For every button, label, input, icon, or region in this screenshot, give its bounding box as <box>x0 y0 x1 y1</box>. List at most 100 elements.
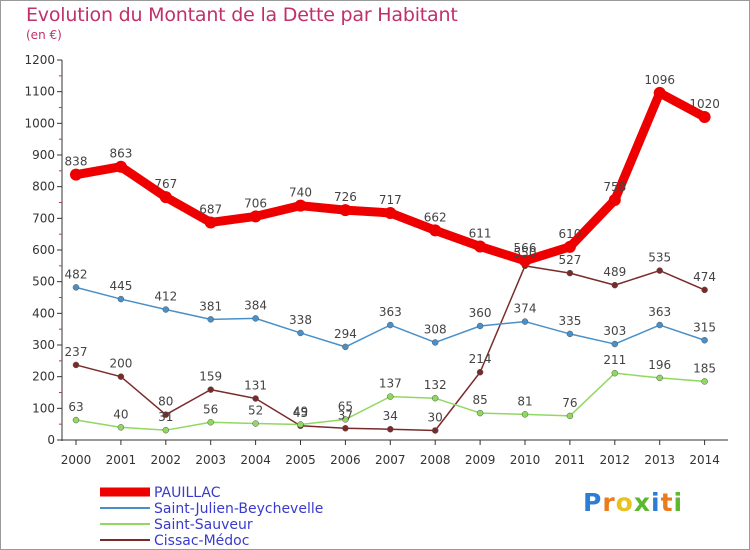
x-tick-label: 2008 <box>420 453 451 467</box>
x-tick-label: 2009 <box>465 453 496 467</box>
x-tick-label: 2006 <box>330 453 361 467</box>
x-tick-label: 2003 <box>195 453 226 467</box>
data-label: 132 <box>424 378 447 392</box>
data-label: 384 <box>244 298 267 312</box>
legend-item-label: Saint-Sauveur <box>154 517 253 533</box>
data-label: 838 <box>65 155 88 169</box>
y-tick-label: 1000 <box>24 116 55 130</box>
data-label: 159 <box>199 370 222 384</box>
data-point <box>566 330 574 338</box>
x-tick-label: 2010 <box>510 453 541 467</box>
series-pauillac <box>70 86 711 267</box>
y-tick-label: 500 <box>32 275 55 289</box>
data-label: 45 <box>293 406 308 420</box>
data-point <box>698 111 711 123</box>
x-tick-label: 2002 <box>151 453 182 467</box>
data-label: 482 <box>65 267 88 281</box>
data-label: 1096 <box>644 73 675 87</box>
data-point <box>476 368 484 376</box>
y-tick-label: 0 <box>47 433 55 447</box>
data-label: 363 <box>379 305 402 319</box>
data-label: 63 <box>68 400 83 414</box>
data-label: 474 <box>693 270 716 284</box>
data-point <box>207 316 214 323</box>
data-label: 550 <box>514 246 537 260</box>
legend-item-label: PAUILLAC <box>154 485 221 501</box>
x-tick-label: 2012 <box>600 453 631 467</box>
y-tick-label: 600 <box>32 243 55 257</box>
proxiti-logo: Proxiti <box>583 488 683 517</box>
chart-unit-label: (en €) <box>26 28 62 42</box>
data-label: 137 <box>379 377 402 391</box>
data-point <box>342 343 349 351</box>
data-point <box>656 267 663 274</box>
data-label: 237 <box>65 345 88 359</box>
data-label: 56 <box>203 402 218 416</box>
data-point <box>611 369 619 377</box>
y-tick-label: 200 <box>32 370 55 384</box>
data-label: 185 <box>693 361 716 375</box>
data-point <box>72 361 80 369</box>
data-label: 131 <box>244 379 267 393</box>
data-point <box>387 393 394 400</box>
data-point <box>476 409 484 417</box>
data-label: 863 <box>109 147 132 161</box>
data-point <box>521 318 529 325</box>
data-label: 687 <box>199 202 222 216</box>
data-label: 34 <box>383 409 398 423</box>
data-point <box>521 411 529 418</box>
x-tick-label: 2001 <box>106 453 137 467</box>
data-label: 338 <box>289 313 312 327</box>
data-label: 363 <box>648 305 671 319</box>
data-label: 445 <box>109 279 132 293</box>
data-label: 196 <box>648 358 671 372</box>
logo-letter: o <box>615 488 634 517</box>
y-tick-label: 100 <box>32 401 55 415</box>
data-label: 706 <box>244 196 267 210</box>
data-point <box>162 426 170 434</box>
data-point <box>159 191 172 204</box>
data-label: 726 <box>334 190 357 204</box>
data-point <box>297 421 304 428</box>
data-label: 308 <box>424 322 447 336</box>
x-tick-label: 2014 <box>689 453 720 467</box>
logo-letter: t <box>660 488 674 517</box>
data-label: 374 <box>514 302 537 316</box>
data-point <box>70 168 82 181</box>
data-label: 294 <box>334 327 357 341</box>
data-label: 52 <box>248 404 263 418</box>
data-label: 566 <box>514 241 537 255</box>
data-point <box>114 160 127 173</box>
y-tick-label: 1200 <box>24 53 55 67</box>
data-point <box>701 337 708 344</box>
data-point <box>563 240 576 253</box>
data-point <box>653 86 666 99</box>
data-point <box>608 193 621 206</box>
data-label: 610 <box>558 227 581 241</box>
data-label: 31 <box>158 410 173 424</box>
data-point <box>72 416 80 424</box>
data-label: 37 <box>338 408 353 422</box>
logo-letter: P <box>583 488 603 517</box>
data-point <box>252 315 259 322</box>
series-saint-julien-beychevelle <box>72 284 708 351</box>
data-point <box>701 378 708 385</box>
data-point <box>431 427 439 434</box>
data-label: 80 <box>158 395 173 409</box>
data-label: 360 <box>469 306 492 320</box>
data-point <box>701 286 708 294</box>
y-tick-label: 800 <box>32 180 55 194</box>
data-point <box>339 204 352 217</box>
data-point <box>656 321 663 329</box>
y-tick-label: 400 <box>32 306 55 320</box>
data-point <box>566 412 574 420</box>
data-point <box>474 240 487 253</box>
data-label: 767 <box>154 177 177 191</box>
data-label: 1020 <box>689 97 720 111</box>
logo-letter: i <box>673 488 684 517</box>
data-point <box>252 420 259 427</box>
data-label: 81 <box>517 394 532 408</box>
data-label: 303 <box>603 324 626 338</box>
data-label: 211 <box>603 353 626 367</box>
